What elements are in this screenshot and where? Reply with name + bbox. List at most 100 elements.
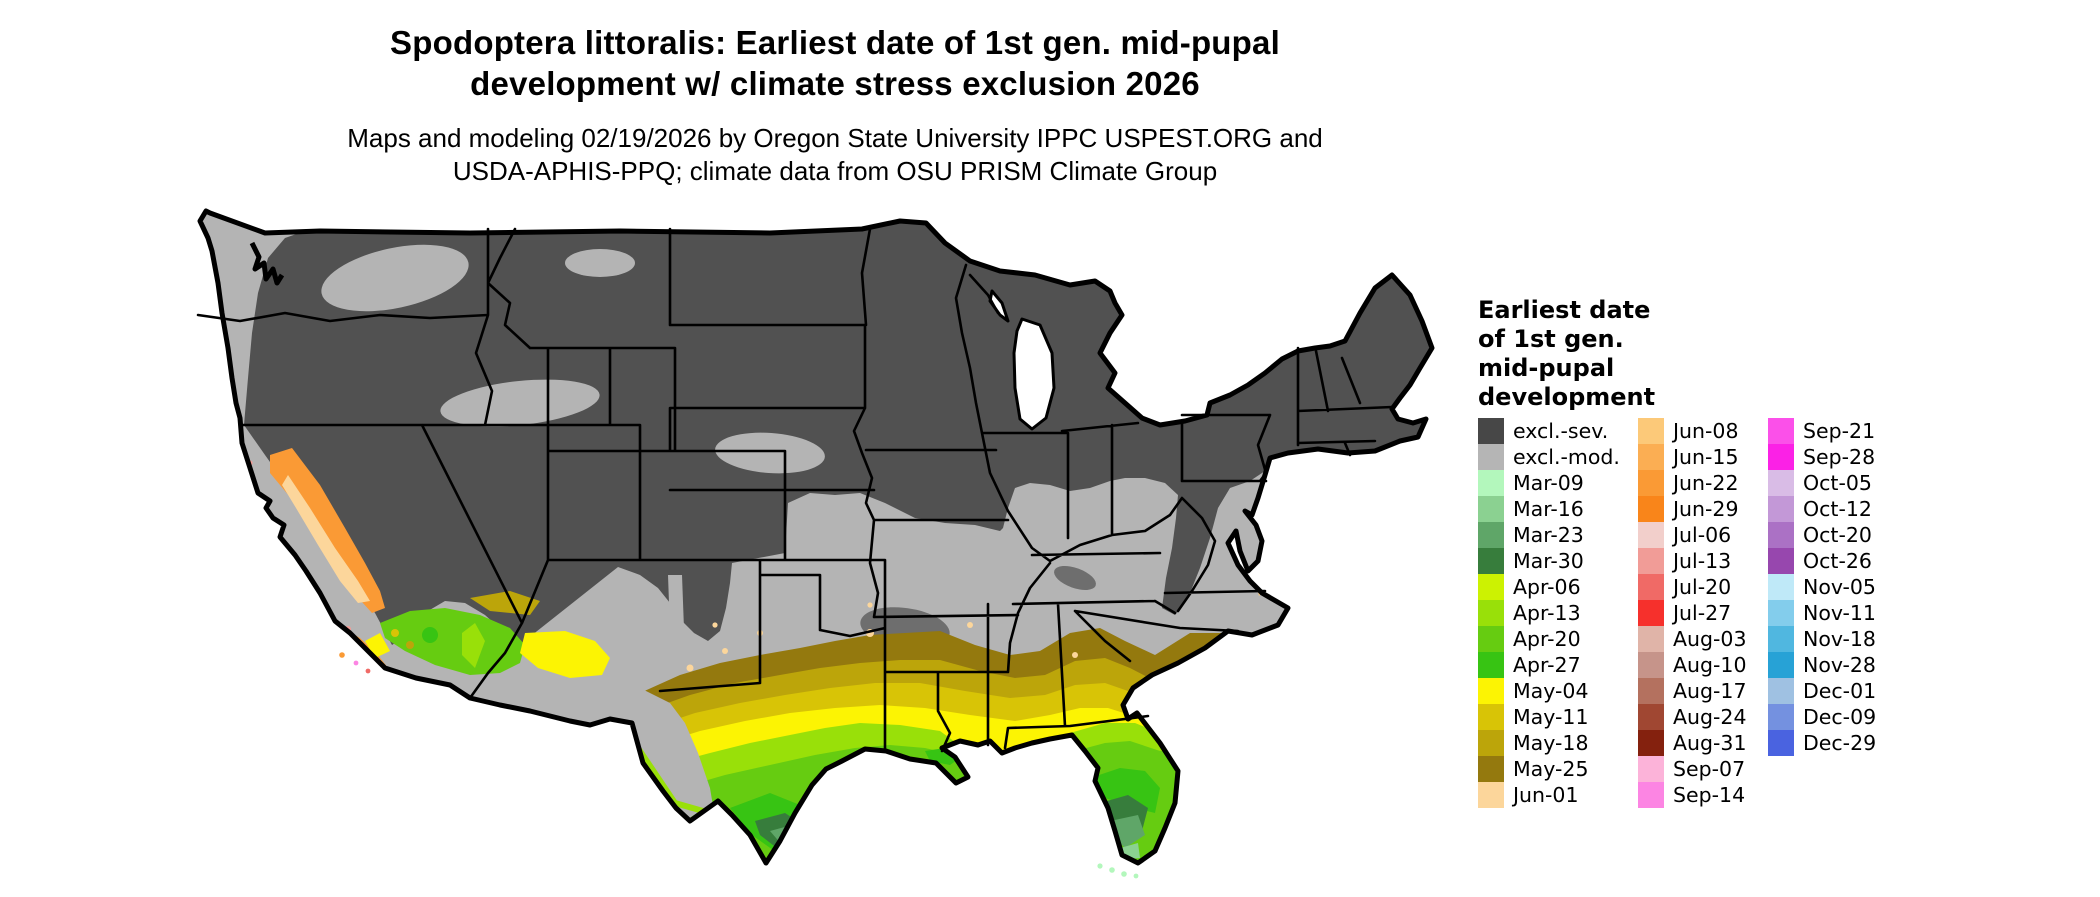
map-region-az-may04: [520, 631, 610, 678]
legend-swatch: [1768, 678, 1794, 704]
legend-label: Apr-27: [1513, 653, 1581, 677]
legend-row: Aug-24: [1638, 704, 1747, 730]
legend-swatch: [1768, 704, 1794, 730]
legend-swatch: [1478, 678, 1504, 704]
legend-swatch: [1768, 652, 1794, 678]
legend-label: Oct-26: [1803, 549, 1872, 573]
legend-label: Apr-13: [1513, 601, 1581, 625]
legend-label: Jun-22: [1673, 471, 1739, 495]
legend-row: Dec-29: [1768, 730, 1876, 756]
conus-outline: [197, 208, 1435, 866]
legend-label: excl.-sev.: [1513, 419, 1609, 443]
legend-swatch: [1638, 600, 1664, 626]
legend-label: Jul-13: [1673, 549, 1732, 573]
legend-row: Nov-05: [1768, 574, 1876, 600]
legend-swatch: [1478, 652, 1504, 678]
legend-swatch: [1638, 626, 1664, 652]
legend-swatch: [1478, 444, 1504, 470]
legend-row: Aug-17: [1638, 678, 1747, 704]
legend-title-line1: Earliest date: [1478, 296, 1651, 324]
legend-label: Jun-08: [1673, 419, 1739, 443]
legend-label: May-04: [1513, 679, 1589, 703]
legend-row: Mar-23: [1478, 522, 1620, 548]
legend-label: Aug-03: [1673, 627, 1747, 651]
legend-title-line2: of 1st gen.: [1478, 325, 1624, 353]
legend-swatch: [1768, 496, 1794, 522]
legend-swatch: [1638, 574, 1664, 600]
map-region-mar23: [770, 815, 1145, 848]
legend-label: Jun-01: [1513, 783, 1579, 807]
map-socal-olive-dots: [391, 629, 414, 649]
legend-row: Sep-07: [1638, 756, 1747, 782]
legend-swatch: [1768, 730, 1794, 756]
legend-label: Nov-05: [1803, 575, 1876, 599]
legend-label: Mar-30: [1513, 549, 1584, 573]
legend-label: Dec-29: [1803, 731, 1877, 755]
legend-row: Jul-27: [1638, 600, 1747, 626]
legend-row: Oct-05: [1768, 470, 1876, 496]
legend-row: excl.-sev.: [1478, 418, 1620, 444]
legend-row: Aug-03: [1638, 626, 1747, 652]
legend-label: Jul-20: [1673, 575, 1732, 599]
legend-title-line4: development: [1478, 383, 1656, 411]
legend-swatch: [1638, 496, 1664, 522]
legend-swatch: [1478, 730, 1504, 756]
legend-row: Jul-13: [1638, 548, 1747, 574]
legend-label: Mar-23: [1513, 523, 1584, 547]
map-light-pockets: [321, 244, 825, 687]
legend-label: May-11: [1513, 705, 1589, 729]
legend-swatch: [1638, 730, 1664, 756]
legend-row: May-04: [1478, 678, 1620, 704]
legend-label: Jul-27: [1673, 601, 1732, 625]
legend-label: May-18: [1513, 731, 1589, 755]
legend-label: Apr-20: [1513, 627, 1581, 651]
legend-row: Sep-28: [1768, 444, 1876, 470]
legend-swatch: [1638, 678, 1664, 704]
legend-row: Oct-26: [1768, 548, 1876, 574]
legend-swatch: [1638, 704, 1664, 730]
legend-swatch: [1478, 470, 1504, 496]
legend-swatch: [1768, 418, 1794, 444]
legend-row: Mar-30: [1478, 548, 1620, 574]
legend-row: May-18: [1478, 730, 1620, 756]
legend-row: Sep-14: [1638, 782, 1747, 808]
legend-label: Aug-24: [1673, 705, 1747, 729]
legend-column-2: Jun-08 Jun-15 Jun-22 Jun-29 Jul-06 Jul-13 Jul-…: [1638, 418, 1747, 808]
legend-swatch: [1638, 470, 1664, 496]
puget-sound-detail: [249, 241, 285, 286]
legend-label: Apr-06: [1513, 575, 1581, 599]
map-title-line1: Spodoptera littoralis: Earliest date of …: [390, 24, 1280, 61]
legend-label: Dec-01: [1803, 679, 1877, 703]
legend-swatch: [1638, 418, 1664, 444]
legend-label: May-25: [1513, 757, 1589, 781]
map-svg: [196, 208, 1435, 879]
legend-row: May-25: [1478, 756, 1620, 782]
map-title-line2: development w/ climate stress exclusion …: [470, 65, 1200, 102]
legend-label: Sep-21: [1803, 419, 1876, 443]
map-subtitle-line2: USDA-APHIS-PPQ; climate data from OSU PR…: [452, 156, 1218, 186]
legend-label: Jun-15: [1673, 445, 1739, 469]
legend-swatch: [1768, 626, 1794, 652]
legend-swatch: [1768, 470, 1794, 496]
legend-swatch: [1638, 652, 1664, 678]
legend-swatch: [1638, 548, 1664, 574]
legend-row: Dec-09: [1768, 704, 1876, 730]
legend-title: Earliest date of 1st gen. mid-pupal deve…: [1478, 296, 2078, 412]
state-borders: [196, 227, 1394, 753]
legend-row: Jul-06: [1638, 522, 1747, 548]
legend-swatch: [1478, 600, 1504, 626]
legend-swatch: [1478, 522, 1504, 548]
legend-swatch: [1768, 548, 1794, 574]
legend-label: Sep-07: [1673, 757, 1746, 781]
legend-row: Oct-20: [1768, 522, 1876, 548]
legend-label: Aug-10: [1673, 653, 1747, 677]
lake-michigan: [1012, 317, 1056, 431]
map-region-ca-valley-jun22: [270, 448, 385, 613]
legend-row: Jun-08: [1638, 418, 1747, 444]
florida-keys-dots: [1097, 863, 1139, 879]
legend-swatch: [1638, 782, 1664, 808]
map-region-colorado-river-apr13: [462, 623, 485, 668]
legend-label: Aug-31: [1673, 731, 1747, 755]
legend-row: May-11: [1478, 704, 1620, 730]
